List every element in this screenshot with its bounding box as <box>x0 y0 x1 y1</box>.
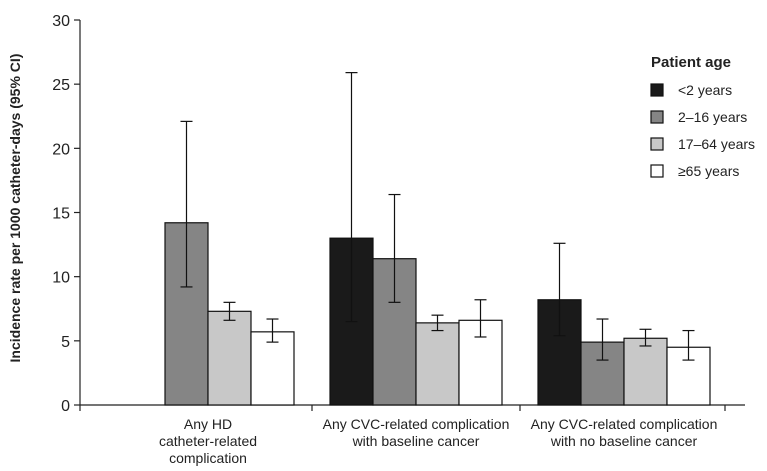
y-tick-label: 5 <box>61 334 70 351</box>
category-label-line: Any CVC-related complication <box>323 416 510 432</box>
legend-title: Patient age <box>651 54 731 71</box>
bar <box>207 310 252 406</box>
legend-swatch <box>650 83 664 97</box>
x-axis: Any HD catheter-related complication Any CV… <box>79 404 745 466</box>
category-label: Any HD catheter-related complication <box>159 416 257 466</box>
legend-label: <2 years <box>678 82 732 98</box>
legend-swatch <box>650 137 664 151</box>
y-tick-label: 20 <box>52 141 70 158</box>
category-label: Any CVC-related complication with baselin… <box>323 416 510 449</box>
y-axis: 0 5 10 15 20 25 30 <box>52 13 81 415</box>
legend-swatch <box>650 164 664 178</box>
bar <box>250 331 295 406</box>
category-label-line: Any CVC-related complication <box>531 416 718 432</box>
y-tick-label: 30 <box>52 13 70 30</box>
category-label-line: catheter-related <box>159 433 257 449</box>
category-label-line: complication <box>169 450 247 466</box>
y-tick-label: 15 <box>52 206 70 223</box>
bar <box>623 337 668 406</box>
category-label-line: Any HD <box>184 416 232 432</box>
legend-label: 17–64 years <box>678 136 755 152</box>
category-label-line: with no baseline cancer <box>550 433 698 449</box>
y-tick-label: 0 <box>61 398 70 415</box>
category-label: Any CVC-related complication with no base… <box>531 416 718 449</box>
y-tick-label: 25 <box>52 77 70 94</box>
legend-label: ≥65 years <box>678 163 739 179</box>
legend-label: 2–16 years <box>678 109 747 125</box>
category-label-line: with baseline cancer <box>352 433 480 449</box>
bars <box>164 72 711 406</box>
legend: Patient age <2 years 2–16 years 17–64 years… <box>650 54 755 179</box>
legend-swatch <box>650 110 664 124</box>
y-axis-label: Incidence rate per 1000 catheter-days (9… <box>7 54 23 363</box>
y-tick-label: 10 <box>52 270 70 287</box>
bar <box>415 322 460 406</box>
